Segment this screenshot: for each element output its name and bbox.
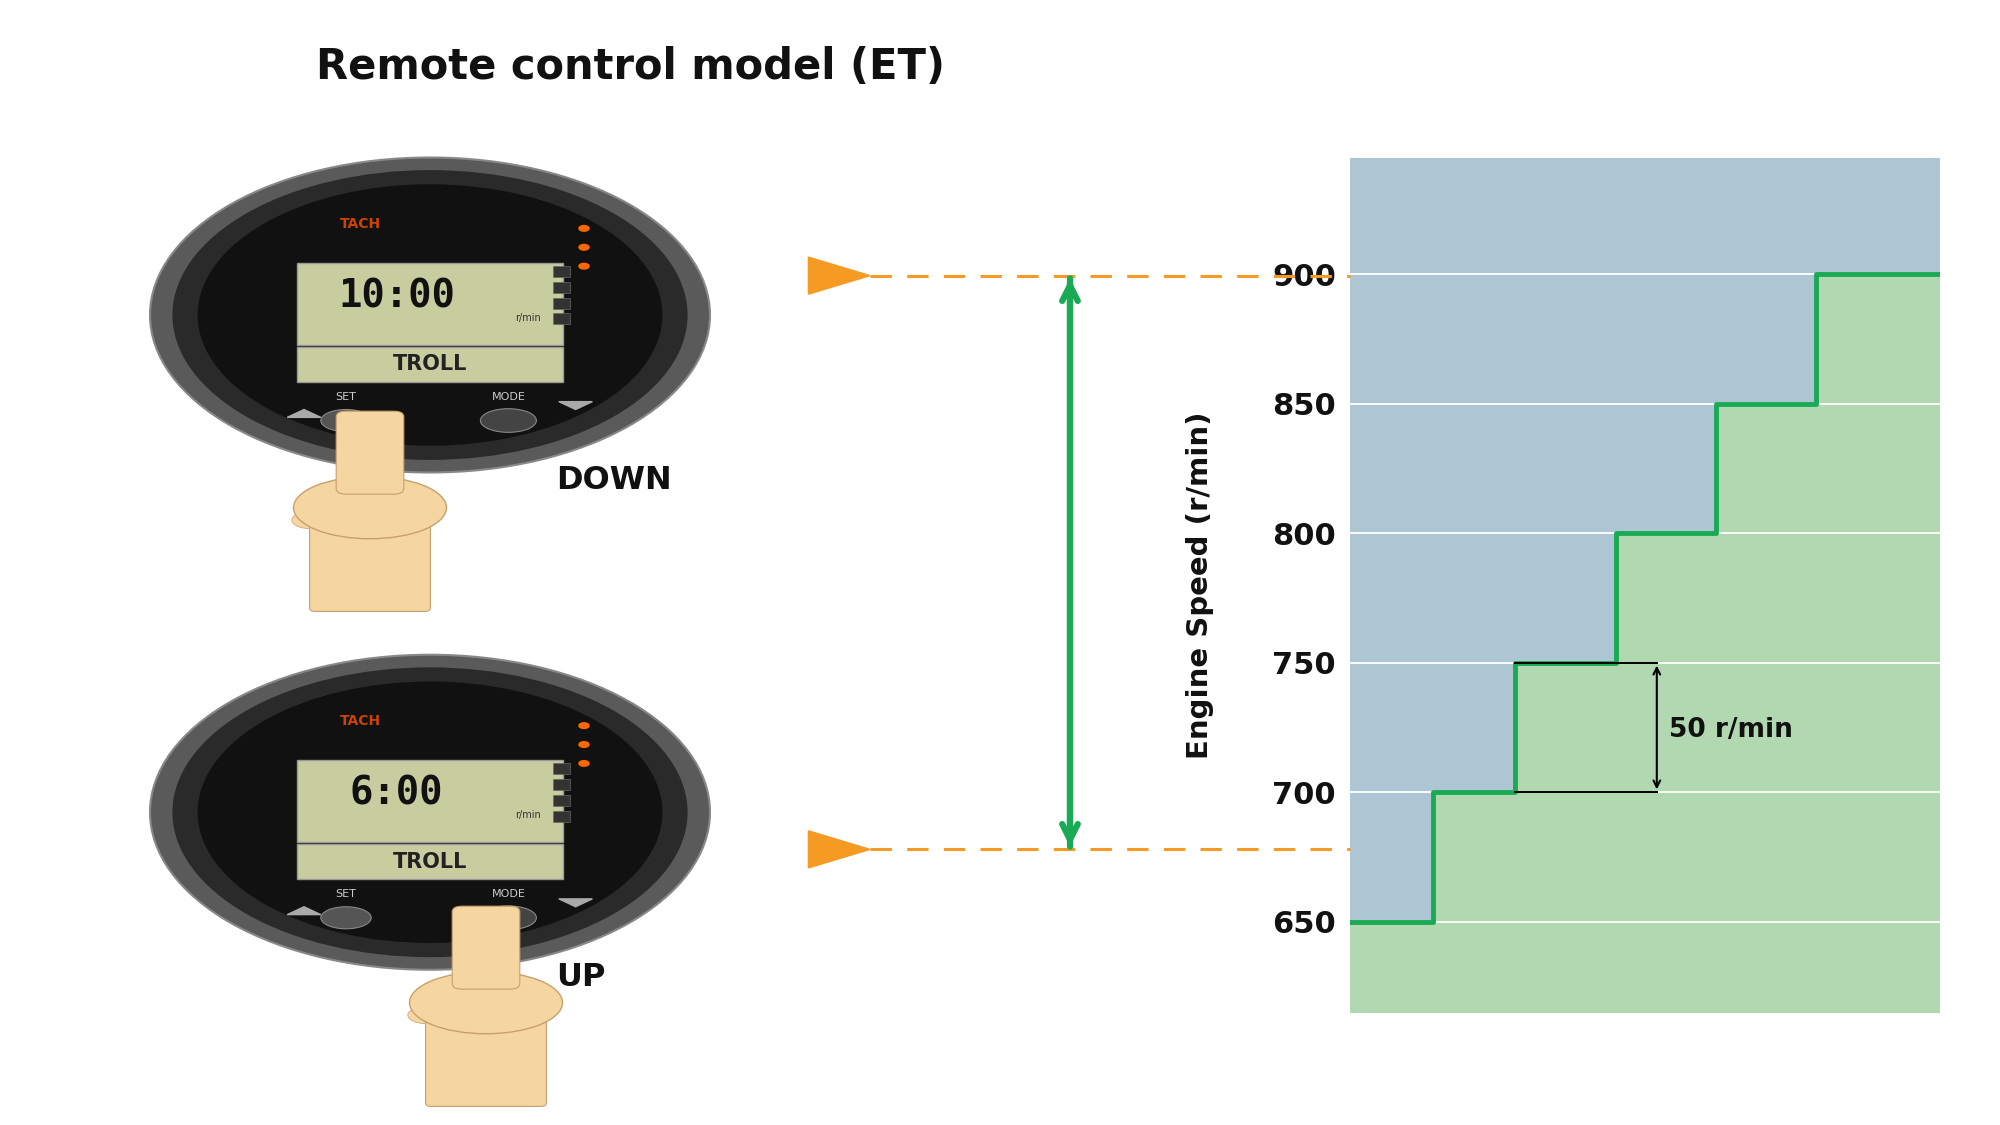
Ellipse shape (480, 408, 536, 432)
Polygon shape (288, 410, 320, 417)
Text: TROLL: TROLL (392, 852, 468, 872)
Ellipse shape (292, 512, 330, 529)
Text: Engine Speed (r/min): Engine Speed (r/min) (1186, 412, 1214, 758)
Text: UP: UP (556, 962, 606, 993)
Circle shape (578, 760, 590, 766)
Ellipse shape (150, 655, 710, 970)
Bar (554, 811, 570, 821)
FancyBboxPatch shape (336, 411, 404, 494)
Ellipse shape (454, 1007, 492, 1024)
Circle shape (578, 722, 590, 729)
Polygon shape (288, 907, 320, 915)
FancyBboxPatch shape (452, 907, 520, 989)
Text: r/min: r/min (516, 313, 540, 323)
Bar (554, 267, 570, 277)
Text: SET: SET (336, 392, 356, 402)
Circle shape (578, 741, 590, 747)
Text: 10:00: 10:00 (338, 277, 454, 315)
Ellipse shape (198, 184, 662, 446)
Polygon shape (558, 402, 592, 410)
FancyBboxPatch shape (296, 760, 564, 843)
Polygon shape (1350, 158, 1940, 1012)
Bar (554, 282, 570, 292)
FancyBboxPatch shape (296, 845, 564, 879)
Bar (554, 314, 570, 324)
FancyBboxPatch shape (426, 1004, 546, 1107)
Text: MODE: MODE (492, 889, 526, 899)
Text: TACH: TACH (340, 217, 380, 231)
Circle shape (578, 263, 590, 269)
Bar (554, 780, 570, 790)
Ellipse shape (150, 158, 710, 472)
Ellipse shape (386, 512, 422, 529)
Ellipse shape (320, 410, 372, 432)
Ellipse shape (198, 682, 662, 943)
Circle shape (578, 244, 590, 250)
Ellipse shape (338, 512, 376, 529)
Text: 50 r/min: 50 r/min (1668, 717, 1792, 744)
Ellipse shape (502, 1007, 538, 1024)
Polygon shape (558, 899, 592, 907)
Ellipse shape (480, 906, 536, 929)
FancyBboxPatch shape (296, 348, 564, 381)
Polygon shape (808, 830, 870, 868)
Text: SET: SET (336, 889, 356, 899)
Ellipse shape (320, 907, 372, 929)
Text: MODE: MODE (492, 392, 526, 402)
Ellipse shape (410, 972, 562, 1034)
Ellipse shape (172, 667, 688, 957)
Text: r/min: r/min (516, 810, 540, 820)
Bar (554, 764, 570, 774)
Text: DOWN: DOWN (556, 465, 672, 496)
Circle shape (578, 225, 590, 232)
Bar (554, 795, 570, 806)
Polygon shape (808, 256, 870, 294)
Text: TACH: TACH (340, 714, 380, 728)
Text: 6:00: 6:00 (350, 774, 444, 812)
FancyBboxPatch shape (310, 508, 430, 612)
FancyBboxPatch shape (296, 263, 564, 345)
Ellipse shape (408, 1007, 446, 1024)
Ellipse shape (294, 477, 446, 539)
Text: TROLL: TROLL (392, 354, 468, 375)
Bar (554, 298, 570, 308)
Text: Remote control model (ET): Remote control model (ET) (316, 46, 944, 89)
Ellipse shape (172, 170, 688, 460)
